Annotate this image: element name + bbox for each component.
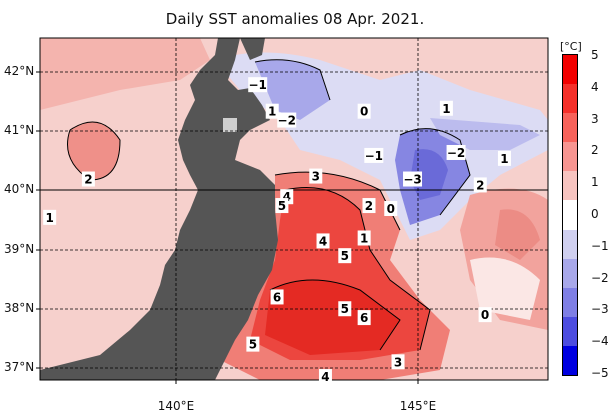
contour-label: 1 bbox=[360, 231, 368, 245]
contour-label-box bbox=[403, 171, 423, 187]
map-frame bbox=[39, 37, 549, 381]
contour-label: 5 bbox=[341, 302, 349, 316]
contour-label: 2 bbox=[365, 199, 373, 213]
contour-label-box bbox=[270, 289, 284, 305]
contour-label-box bbox=[391, 354, 405, 370]
contour-label: 5 bbox=[249, 338, 257, 352]
contour-label: 6 bbox=[360, 311, 368, 325]
contour-label-box bbox=[265, 103, 279, 119]
colorbar-segment bbox=[563, 142, 577, 172]
contour-label-box bbox=[275, 198, 289, 214]
contour-label: 0 bbox=[481, 308, 489, 322]
contour-label: 5 bbox=[278, 199, 286, 213]
colorbar-segment bbox=[563, 345, 577, 376]
warm-patch-2 bbox=[67, 122, 120, 180]
colorbar-tick-label: −4 bbox=[591, 334, 609, 349]
contour-label: −1 bbox=[249, 78, 267, 92]
colorbar-tick-label: 4 bbox=[591, 79, 599, 94]
contour-label-box bbox=[446, 144, 466, 160]
neutral-patch bbox=[470, 257, 540, 320]
lat-label-37: 37°N bbox=[4, 360, 35, 374]
colorbar-tick-label: −3 bbox=[591, 302, 609, 317]
warm-region-peak bbox=[265, 280, 400, 355]
colorbar-tick-label: 2 bbox=[591, 143, 599, 158]
lat-label-42: 42°N bbox=[4, 64, 35, 78]
contour-label-box bbox=[478, 307, 492, 323]
colorbar-segment bbox=[563, 113, 577, 143]
contour-label-box bbox=[277, 112, 297, 128]
lat-label-40: 40°N bbox=[4, 182, 35, 196]
contour-label: 4 bbox=[283, 190, 291, 204]
lat-label-39: 39°N bbox=[4, 242, 35, 256]
lon-label-145: 145°E bbox=[399, 399, 437, 413]
colorbar-segment bbox=[563, 84, 577, 114]
colorbar-segment bbox=[563, 55, 577, 85]
colorbar-tick-label: −2 bbox=[591, 270, 609, 285]
colorbar-segment bbox=[563, 229, 577, 260]
cold-region-5 bbox=[430, 118, 540, 150]
colorbar-tick-label: −1 bbox=[591, 238, 609, 253]
colorbar-segment bbox=[563, 316, 577, 347]
warm-patch-east-2 bbox=[495, 209, 540, 260]
colorbar-tick-label: 0 bbox=[591, 207, 599, 221]
colorbar-segment bbox=[563, 171, 577, 201]
contour-label: 2 bbox=[476, 178, 484, 192]
contour-label: 1 bbox=[500, 152, 508, 166]
colorbar-segment bbox=[563, 200, 577, 231]
colorbar-unit: [°C] bbox=[560, 40, 582, 53]
contour-label-box bbox=[81, 171, 95, 187]
contour-label: 3 bbox=[394, 355, 402, 369]
contour-label: −3 bbox=[403, 173, 421, 187]
colorbar-segment bbox=[563, 258, 577, 289]
contour-label-box bbox=[362, 198, 376, 214]
warm-patch-1 bbox=[40, 38, 210, 110]
contour-label: 0 bbox=[360, 105, 368, 119]
hokkaido-land bbox=[240, 38, 265, 60]
contour-label-box bbox=[357, 230, 371, 246]
contour-label-box bbox=[316, 233, 330, 249]
colorbar-tick-label: 3 bbox=[591, 111, 599, 126]
contour-label: 1 bbox=[45, 211, 53, 225]
contour-label-box bbox=[364, 147, 384, 163]
japan-land bbox=[40, 38, 278, 380]
contour-label-box bbox=[318, 369, 332, 385]
contour-label-box bbox=[497, 150, 511, 166]
contour-label-box bbox=[248, 77, 268, 93]
contour-label: −2 bbox=[447, 146, 465, 160]
contour-label: 4 bbox=[321, 370, 329, 384]
colorbar-tick-label: 5 bbox=[591, 48, 599, 62]
contour-label-box bbox=[357, 310, 371, 326]
contour-label-box bbox=[43, 209, 57, 225]
contour-label: −2 bbox=[278, 114, 296, 128]
land-mask-patch bbox=[223, 118, 237, 132]
contour-label: 4 bbox=[319, 234, 327, 248]
map-title: Daily SST anomalies 08 Apr. 2021. bbox=[165, 10, 425, 28]
contour-label: 2 bbox=[84, 173, 92, 187]
contour-label-box bbox=[357, 103, 371, 119]
contour-label-box bbox=[473, 177, 487, 193]
lat-label-38: 38°N bbox=[4, 301, 35, 315]
colorbar-segment bbox=[563, 287, 577, 318]
contour-label: 3 bbox=[312, 170, 320, 184]
colorbar-tick-label: 1 bbox=[591, 175, 599, 190]
contour-label-box bbox=[309, 168, 323, 184]
contour-label: 1 bbox=[442, 102, 450, 116]
contour-label-box bbox=[338, 248, 352, 264]
cold-region-4 bbox=[410, 149, 448, 200]
colorbar-tick-label: −5 bbox=[591, 366, 609, 380]
contour-label: −1 bbox=[365, 149, 383, 163]
contour-label-box bbox=[384, 201, 398, 216]
contour-label: 0 bbox=[387, 202, 395, 216]
contour-label-box bbox=[338, 301, 352, 317]
colorbar bbox=[562, 54, 578, 376]
contour-label: 6 bbox=[273, 290, 281, 304]
lat-label-41: 41°N bbox=[4, 123, 35, 137]
lon-label-140: 140°E bbox=[157, 399, 195, 413]
contour-label: 5 bbox=[341, 249, 349, 263]
contour-label: 1 bbox=[268, 105, 276, 119]
contour-label-box bbox=[246, 336, 260, 352]
contour-label-box bbox=[439, 100, 453, 116]
